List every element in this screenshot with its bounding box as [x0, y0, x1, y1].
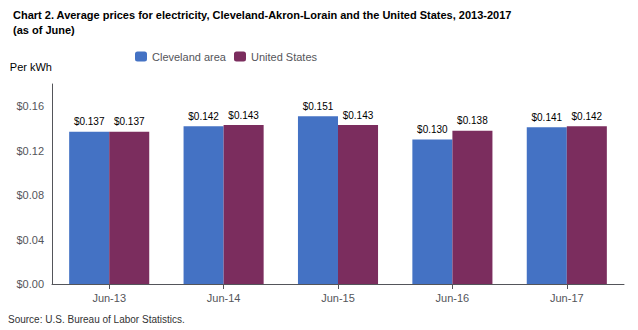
- svg-text:$0.16: $0.16: [16, 100, 44, 112]
- svg-text:Jun-13: Jun-13: [92, 292, 126, 304]
- svg-text:$0.143: $0.143: [228, 110, 259, 121]
- svg-text:Jun-16: Jun-16: [436, 292, 470, 304]
- svg-text:$0.137: $0.137: [114, 116, 145, 127]
- svg-text:$0.04: $0.04: [16, 234, 44, 246]
- svg-text:Jun-14: Jun-14: [207, 292, 241, 304]
- svg-text:$0.137: $0.137: [74, 116, 105, 127]
- svg-text:$0.00: $0.00: [16, 278, 44, 290]
- svg-text:$0.12: $0.12: [16, 145, 44, 157]
- svg-text:$0.142: $0.142: [572, 111, 603, 122]
- svg-text:$0.141: $0.141: [531, 112, 562, 123]
- svg-text:United States: United States: [251, 51, 318, 63]
- svg-text:Jun-17: Jun-17: [550, 292, 584, 304]
- svg-text:Source: U.S. Bureau of Labor S: Source: U.S. Bureau of Labor Statistics.: [8, 314, 185, 325]
- svg-text:$0.130: $0.130: [417, 124, 448, 135]
- svg-text:$0.142: $0.142: [188, 111, 219, 122]
- svg-text:Per kWh: Per kWh: [10, 61, 52, 73]
- svg-text:$0.143: $0.143: [343, 110, 374, 121]
- svg-text:Chart 2. Average prices for el: Chart 2. Average prices for electricity,…: [13, 9, 511, 21]
- svg-text:Cleveland area: Cleveland area: [152, 51, 227, 63]
- svg-text:Jun-15: Jun-15: [321, 292, 355, 304]
- svg-text:$0.138: $0.138: [457, 115, 488, 126]
- svg-text:(as of June): (as of June): [13, 24, 75, 36]
- svg-text:$0.151: $0.151: [303, 101, 334, 112]
- svg-text:$0.08: $0.08: [16, 189, 44, 201]
